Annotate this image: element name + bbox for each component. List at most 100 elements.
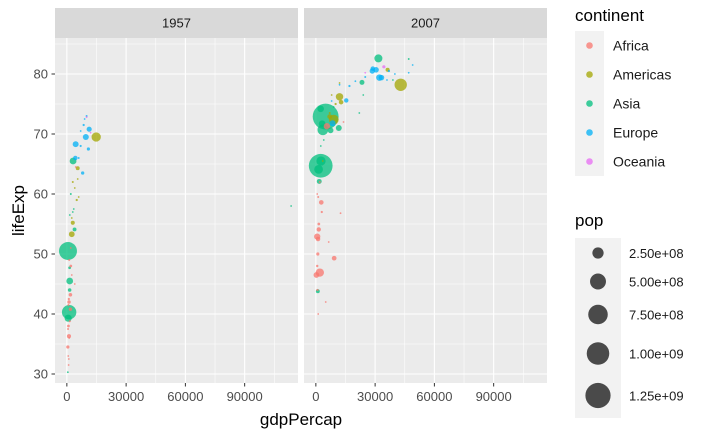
data-point xyxy=(68,307,73,311)
data-point xyxy=(64,314,72,322)
data-point xyxy=(342,121,345,123)
data-point xyxy=(364,71,367,74)
data-point xyxy=(335,93,344,101)
legend-pop: pop 2.50e+08 5.00e+08 7.50e+08 1.00e+09 1.25… xyxy=(575,211,684,418)
data-point xyxy=(61,304,77,320)
legend-pop-title: pop xyxy=(575,211,603,230)
data-point xyxy=(335,125,342,131)
x-tick-label: 90000 xyxy=(227,389,263,404)
data-point xyxy=(382,65,386,69)
legend-size-circle xyxy=(590,273,606,290)
facet-panel-1957: 1957 xyxy=(55,8,298,383)
data-point xyxy=(393,73,396,75)
x-axis-2007: 0 30000 60000 90000 xyxy=(312,383,512,404)
data-point xyxy=(338,99,344,105)
legend-size-circle xyxy=(585,382,611,409)
data-point xyxy=(67,303,70,307)
legend-label-europe: Europe xyxy=(613,125,658,141)
legend-size-item: 7.50e+08 xyxy=(575,295,684,334)
data-point xyxy=(91,132,101,142)
data-point xyxy=(323,123,331,130)
data-point xyxy=(338,83,341,86)
data-point xyxy=(339,212,342,215)
data-point xyxy=(324,301,327,303)
x-tick-label: 30000 xyxy=(108,389,144,404)
data-point xyxy=(73,187,76,189)
legend-swatch-europe xyxy=(586,129,593,136)
legend-size-circle xyxy=(586,342,610,365)
x-tick-label: 90000 xyxy=(476,389,512,404)
data-point xyxy=(317,105,324,113)
data-point xyxy=(85,116,88,119)
data-point xyxy=(316,264,319,268)
data-point xyxy=(66,334,72,339)
legend-swatch-oceania xyxy=(586,158,593,165)
data-point xyxy=(89,131,92,134)
y-tick-label: 40 xyxy=(34,307,48,322)
y-tick-label: 50 xyxy=(34,247,48,262)
data-point xyxy=(67,327,70,331)
data-point xyxy=(86,126,92,132)
data-point xyxy=(327,127,334,134)
x-tick-label: 0 xyxy=(63,389,70,404)
data-point xyxy=(80,171,85,175)
data-point xyxy=(321,160,324,162)
legend-size-label: 2.50e+08 xyxy=(629,246,684,261)
data-point xyxy=(69,247,72,249)
data-point xyxy=(374,54,383,63)
data-point xyxy=(73,283,76,285)
facet-strip-2007 xyxy=(304,8,547,38)
data-point xyxy=(69,264,73,268)
facet-panel-2007: 2007 xyxy=(304,8,547,383)
data-point xyxy=(68,231,75,238)
y-tick-label: 80 xyxy=(34,67,48,82)
y-tick-label: 70 xyxy=(34,127,48,142)
x-tick-label: 60000 xyxy=(416,389,452,404)
data-point xyxy=(74,166,77,168)
data-point xyxy=(319,145,322,147)
data-point xyxy=(322,139,325,141)
y-tick-label: 60 xyxy=(34,187,48,202)
legend-label-oceania: Oceania xyxy=(613,154,665,170)
data-point xyxy=(320,210,323,214)
grid-1957 xyxy=(55,38,298,383)
data-point xyxy=(411,64,414,66)
data-point xyxy=(330,100,333,102)
data-point xyxy=(82,123,85,127)
data-point xyxy=(70,220,75,225)
data-point xyxy=(75,198,78,202)
x-axis-title: gdpPercap xyxy=(260,410,342,429)
data-point xyxy=(67,297,70,301)
data-point xyxy=(364,75,367,79)
data-point xyxy=(407,58,410,60)
legend-item-africa: Africa xyxy=(575,31,649,60)
data-point xyxy=(317,195,320,199)
data-point xyxy=(75,166,80,171)
data-point xyxy=(316,288,319,292)
legend-label-africa: Africa xyxy=(613,38,649,54)
data-point xyxy=(313,272,320,278)
legend-size-label: 5.00e+08 xyxy=(629,275,684,290)
data-point xyxy=(290,205,293,207)
y-axis-title: lifeExp xyxy=(9,185,28,236)
data-point xyxy=(338,82,341,84)
data-point xyxy=(359,79,365,85)
data-point xyxy=(348,84,351,88)
data-point xyxy=(70,217,73,219)
data-point xyxy=(76,178,79,180)
data-point xyxy=(330,94,333,96)
data-point xyxy=(72,208,75,210)
data-point xyxy=(344,98,349,103)
data-point xyxy=(386,79,388,81)
legend-size-circle xyxy=(588,304,608,325)
data-point xyxy=(72,141,79,148)
data-point xyxy=(316,193,319,195)
data-point xyxy=(67,324,70,328)
data-point xyxy=(69,192,72,196)
legend-swatch-africa xyxy=(586,42,593,49)
legend-item-europe: Europe xyxy=(575,118,658,147)
legend-size-label: 7.50e+08 xyxy=(629,308,684,323)
facet-label-2007: 2007 xyxy=(411,16,440,31)
